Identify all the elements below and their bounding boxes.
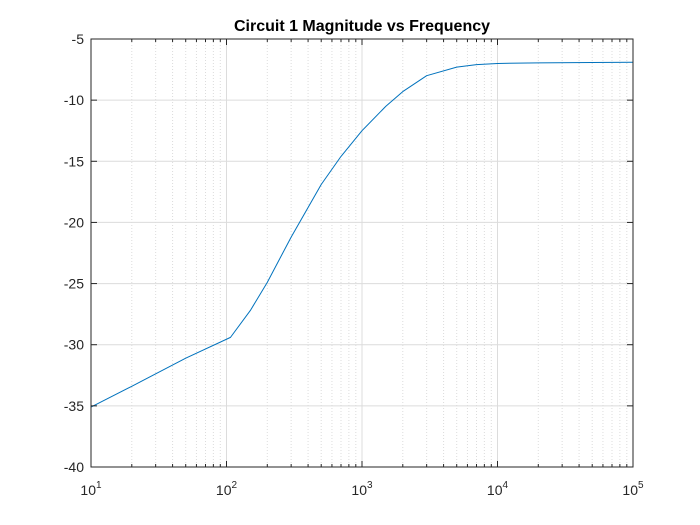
chart-title: Circuit 1 Magnitude vs Frequency bbox=[234, 18, 490, 35]
y-tick-label: -10 bbox=[64, 92, 84, 108]
x-tick-label: 105 bbox=[622, 480, 644, 498]
y-tick-label: -5 bbox=[72, 31, 85, 47]
x-tick-base: 10 bbox=[80, 482, 96, 498]
tick-labels: 101 102 103 104 105-5-10-15-20-25-30-35-40 bbox=[64, 31, 644, 498]
x-tick-exponent: 3 bbox=[367, 480, 373, 491]
x-tick-base: 10 bbox=[487, 482, 503, 498]
y-tick-label: -35 bbox=[64, 398, 84, 414]
series-layer bbox=[90, 61, 634, 408]
grid bbox=[91, 39, 633, 467]
x-tick-label: 104 bbox=[487, 480, 509, 498]
y-tick-label: -30 bbox=[64, 337, 84, 353]
y-tick-label: -15 bbox=[64, 153, 84, 169]
y-tick-label: -25 bbox=[64, 276, 84, 292]
x-tick-label: 102 bbox=[216, 480, 238, 498]
ticks bbox=[90, 38, 634, 468]
x-tick-exponent: 1 bbox=[96, 480, 102, 491]
x-tick-exponent: 2 bbox=[232, 480, 238, 491]
x-tick-base: 10 bbox=[216, 482, 232, 498]
y-tick-label: -40 bbox=[64, 459, 84, 475]
x-tick-exponent: 4 bbox=[503, 480, 509, 491]
y-tick-label: -20 bbox=[64, 214, 84, 230]
x-tick-label: 103 bbox=[351, 480, 373, 498]
series-line-0 bbox=[90, 61, 634, 408]
x-tick-base: 10 bbox=[351, 482, 367, 498]
x-tick-label: 101 bbox=[80, 480, 102, 498]
x-tick-exponent: 5 bbox=[638, 480, 644, 491]
x-tick-base: 10 bbox=[622, 482, 638, 498]
